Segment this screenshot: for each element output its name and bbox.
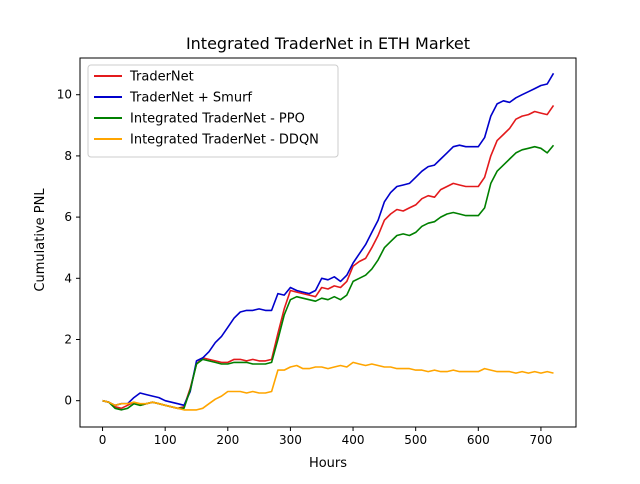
series-line-4 bbox=[102, 361, 554, 411]
y-tick-label: 2 bbox=[64, 332, 72, 346]
y-tick-label: 10 bbox=[57, 88, 72, 102]
x-tick-label: 600 bbox=[467, 433, 490, 447]
y-tick-label: 0 bbox=[64, 394, 72, 408]
axis-ticks: 0 100 200 300 400 500 600 700 0 2 4 6 8 10 bbox=[57, 88, 553, 447]
x-tick-label: 0 bbox=[99, 433, 107, 447]
legend-label: TraderNet bbox=[129, 70, 194, 85]
y-tick-label: 8 bbox=[64, 149, 72, 163]
y-tick-label: 6 bbox=[64, 210, 72, 224]
x-tick-label: 100 bbox=[154, 433, 177, 447]
legend-box bbox=[87, 64, 339, 158]
legend-label: TraderNet + Smurf bbox=[129, 91, 252, 106]
x-tick-label: 500 bbox=[404, 433, 427, 447]
y-axis-label: Cumulative PNL bbox=[33, 188, 48, 292]
x-axis-label: Hours bbox=[309, 456, 347, 471]
series-lines bbox=[102, 72, 555, 411]
legend: TraderNet TraderNet + Smurf Integrated Tra… bbox=[87, 64, 339, 158]
x-tick-label: 300 bbox=[279, 433, 302, 447]
legend-label: Integrated TraderNet - DDQN bbox=[130, 133, 319, 148]
x-tick-label: 400 bbox=[342, 433, 365, 447]
x-tick-label: 700 bbox=[529, 433, 552, 447]
legend-label: Integrated TraderNet - PPO bbox=[130, 112, 305, 127]
series-line-2 bbox=[102, 72, 555, 407]
plot-frame bbox=[79, 57, 577, 428]
x-tick-label: 200 bbox=[216, 433, 239, 447]
y-tick-label: 4 bbox=[64, 271, 72, 285]
chart-title: Integrated TraderNet in ETH Market bbox=[186, 34, 470, 53]
